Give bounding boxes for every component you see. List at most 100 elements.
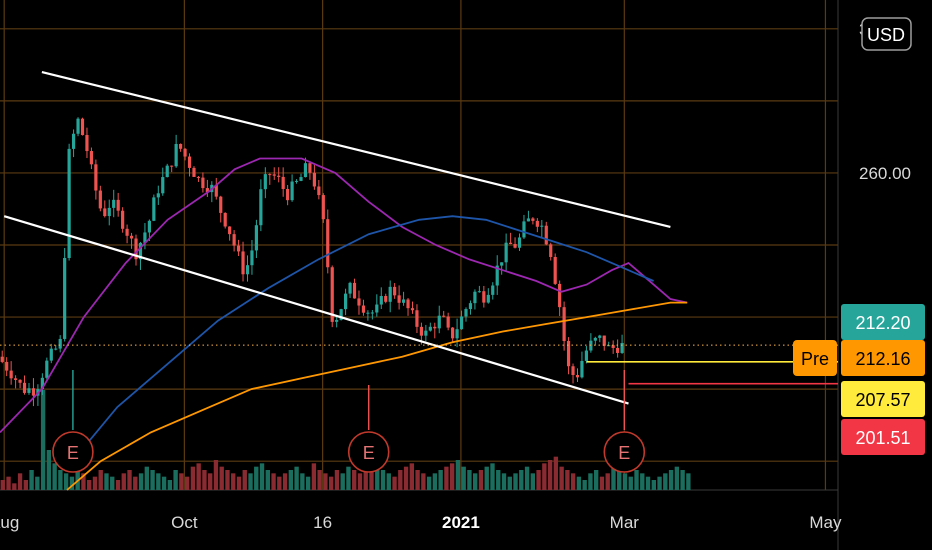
volume-bar [173,470,178,490]
volume-bar [138,473,144,490]
candle-body [500,262,504,266]
price-badge-bg [841,419,925,455]
candle-body [504,242,508,263]
volume-bar [184,476,190,490]
earnings-marker[interactable] [52,431,94,473]
volume-bar [29,470,34,490]
candle-body [352,282,357,299]
candle-body [152,197,156,221]
candle-body [303,163,308,178]
channel-lower[interactable] [3,215,629,405]
candle-body [45,360,49,378]
volume-bar [110,476,115,490]
candle-body [571,366,575,375]
candle-body [428,326,432,331]
volume-bar [657,476,662,490]
candle-body [406,299,410,309]
candle-body [335,319,339,322]
volume-bar [12,483,17,490]
candle-body [558,283,562,308]
volume-bar [300,473,305,490]
x-tick-label: Mar [610,513,640,532]
candle-body [330,267,334,322]
volume-bar [104,473,109,490]
volume-bar [386,473,391,490]
x-tick-label: May [809,513,842,532]
volume-bar [513,473,518,490]
candle-body [63,258,67,339]
candle-body [451,327,455,339]
volume-bar [328,476,334,490]
price-badge-last-price: 212.20 [841,304,925,340]
candle-body [89,151,94,165]
volume-bar [455,460,461,490]
candle-body [125,228,129,236]
candle-body [138,242,143,260]
candle-body [290,181,294,201]
candle-body [14,378,18,380]
candle-body [424,330,428,336]
candle-body [116,199,120,211]
volume-bar [357,473,363,490]
earnings-marker[interactable] [347,431,390,473]
volume-bar [628,476,633,490]
volume-bar [236,476,242,490]
candle-body [94,164,98,191]
volume-bar [202,470,207,490]
candle-body [241,251,245,275]
candle-body [245,265,250,275]
volume-bar [449,463,455,490]
channel-upper[interactable] [41,70,671,229]
time-axis[interactable]: Aug Oct 16 2021 Mar May [0,513,842,532]
candle-body [482,291,486,303]
volume-bar [242,470,247,490]
candle-body [219,196,223,213]
candle-body [339,309,343,320]
x-tick-label: 2021 [442,513,480,532]
volume-bar [467,470,472,490]
volume-bar [392,476,397,490]
volume-bar [144,466,149,490]
volume-bar [92,476,98,490]
candle-body [580,360,584,378]
candle-body [236,245,241,252]
candle-body [317,186,321,196]
candle-body [27,388,31,393]
candle-body [112,199,116,208]
candle-body [85,135,89,152]
price-badge-prefix-bg [793,340,837,376]
grid [0,0,839,550]
earnings-marker[interactable] [603,431,646,473]
currency-button[interactable]: USD [861,17,912,51]
candle-body [54,348,58,350]
volume-bar [317,470,322,490]
price-badge-prefix: Pre [801,349,829,369]
candle-body [446,316,450,328]
candle-body [477,291,481,293]
volume-bar [686,473,691,490]
trend-channel[interactable] [3,70,671,405]
volume-bar [640,473,645,490]
volume-bar [524,466,530,490]
price-badge-bg [841,381,925,417]
volume-bar [594,470,599,490]
candle-body [388,286,392,302]
candle-body [544,225,548,245]
candle-body [366,312,370,314]
volume-bar [484,466,489,490]
candle-body [170,165,174,167]
volume-bar [426,476,432,490]
volume-bar [294,466,299,490]
volume-bar [380,470,386,490]
candle-body [357,298,361,306]
candle-body [611,345,615,348]
volume-bar [542,463,547,490]
volume-bar [150,470,155,490]
candle-body [616,347,620,353]
volume-bar [617,470,622,490]
candle-body [344,293,348,310]
candle-body [143,232,147,243]
volume-bar [277,476,282,490]
